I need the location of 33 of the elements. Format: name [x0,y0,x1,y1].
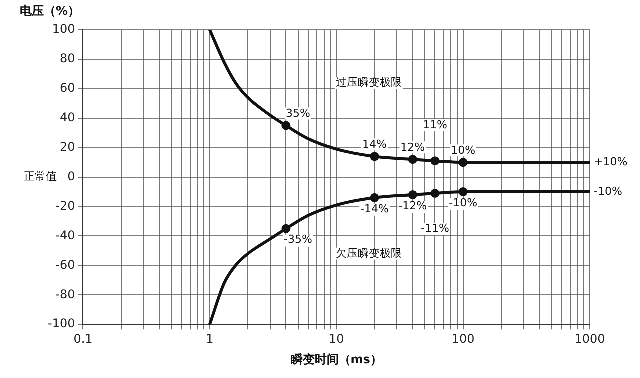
y-tick-label: 100 [52,22,76,36]
annotation: +10% [594,155,628,168]
x-tick-label: 100 [452,332,475,346]
y-tick-label: -40 [56,228,76,242]
y-tick-label: -80 [56,287,76,302]
annotation: -10% [449,196,478,210]
annotation: -35% [284,233,312,246]
y-tick-label: -60 [56,258,76,272]
annotation: -12% [398,199,428,212]
annotation: 35% [286,107,310,120]
x-tick-label: 10 [328,332,344,346]
text: 正常值 [24,170,58,184]
annotation: 过压瞬变极限 [336,76,402,89]
annotation: -14% [360,202,389,216]
y-tick-label: 60 [60,81,76,96]
x-tick-label: 1 [206,332,214,346]
annotation: 10% [451,144,476,157]
y-tick-label: 0 [68,169,76,184]
x-tick-label: 1000 [574,332,606,346]
annotation: -11% [420,222,450,235]
y-axis-title: 电压（%） [20,4,80,18]
y-tick-label: 40 [60,110,76,125]
y-tick-label: -100 [48,316,76,331]
annotation: 11% [422,118,448,132]
annotation: -10% [594,184,622,198]
x-axis-title: 瞬变时间（ms） [290,352,382,367]
y-tick-label: 20 [60,140,76,154]
x-tick-label: 0.1 [74,332,93,346]
annotation: 12% [400,140,426,154]
annotation: 欠压瞬变极限 [336,246,402,260]
y-tick-label: -20 [56,198,76,213]
y-tick-label: 80 [60,52,76,66]
annotation: 14% [362,138,387,152]
